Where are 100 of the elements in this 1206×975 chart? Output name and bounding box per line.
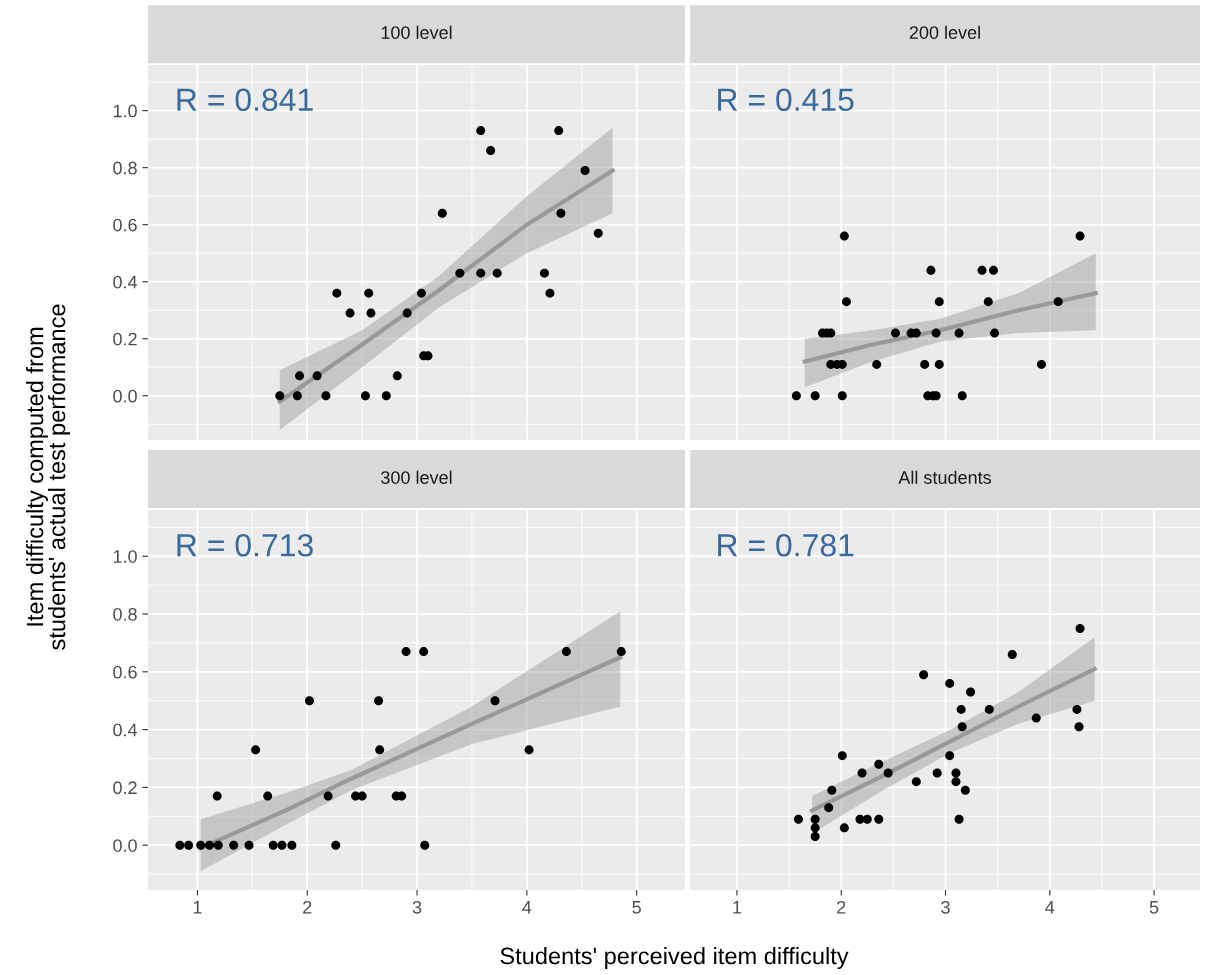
x-axis-title: Students' perceived item difficulty — [500, 946, 849, 970]
point — [545, 288, 555, 298]
point — [791, 391, 801, 401]
x-tick-label: 3 — [941, 900, 950, 914]
point — [492, 268, 502, 278]
point — [561, 647, 571, 657]
point — [331, 840, 341, 850]
point — [934, 359, 944, 369]
point — [312, 371, 322, 381]
chart-title: 300 level — [381, 470, 452, 484]
point — [883, 768, 893, 778]
point — [486, 146, 496, 156]
y-tick-label: 0.0 — [113, 389, 137, 403]
point — [827, 785, 837, 795]
point — [934, 297, 944, 307]
point — [616, 647, 626, 657]
point — [977, 265, 987, 275]
point — [374, 696, 384, 706]
point — [839, 231, 849, 241]
point — [539, 268, 549, 278]
point — [945, 678, 955, 688]
point — [951, 768, 961, 778]
y-axis-title: Item difficulty computed from students' actual test performance — [25, 304, 71, 650]
point — [957, 391, 967, 401]
point — [966, 687, 976, 697]
point — [277, 840, 287, 850]
point — [360, 391, 370, 401]
point — [911, 777, 921, 787]
point — [268, 840, 278, 850]
y-tick-label: 0.0 — [113, 839, 137, 852]
chart-title: 100 level — [381, 25, 452, 39]
point — [1074, 722, 1084, 732]
chart-title: All students — [898, 470, 992, 484]
y-tick-label: 0.6 — [113, 218, 137, 232]
point — [1072, 704, 1082, 714]
point — [205, 840, 214, 850]
point — [476, 268, 486, 278]
point — [839, 823, 849, 833]
point — [381, 391, 391, 401]
point — [890, 328, 900, 338]
y-tick-label: 0.8 — [113, 607, 137, 621]
point — [397, 791, 407, 801]
point — [287, 840, 297, 850]
point — [920, 359, 930, 369]
point — [292, 391, 302, 401]
point — [402, 308, 412, 318]
x-tick-label: 4 — [1045, 901, 1055, 914]
point — [931, 328, 941, 338]
point — [810, 832, 820, 842]
y-tick-label: 0.4 — [113, 275, 138, 289]
y-tick-label: 1.0 — [113, 550, 137, 563]
x-tick-label: 3 — [412, 900, 422, 914]
point — [960, 785, 970, 795]
point — [175, 840, 185, 850]
point — [419, 647, 429, 657]
point — [837, 391, 847, 401]
point — [1031, 713, 1041, 723]
annotation: R = 0.841 — [177, 88, 313, 112]
point — [196, 840, 206, 850]
point — [401, 647, 411, 657]
x-tick-label: 4 — [522, 901, 532, 914]
point — [1075, 231, 1085, 241]
y-tick-label: 0.8 — [113, 161, 137, 175]
point — [810, 814, 820, 824]
point — [1075, 623, 1085, 633]
point — [416, 288, 426, 298]
point — [304, 696, 314, 706]
point — [793, 814, 803, 824]
point — [524, 745, 534, 755]
point — [956, 704, 966, 714]
point — [593, 228, 603, 238]
point — [1007, 649, 1017, 659]
point — [824, 803, 834, 813]
y-tick-label: 0.2 — [113, 332, 137, 346]
point — [945, 751, 955, 761]
point — [184, 840, 194, 850]
point — [251, 745, 261, 755]
point — [954, 328, 964, 338]
point — [857, 768, 867, 778]
point — [1053, 297, 1063, 307]
x-tick-label: 2 — [303, 900, 312, 914]
annotation: R = 0.781 — [718, 533, 854, 557]
y-tick-label: 0.4 — [113, 723, 138, 737]
y-tick-label: 0.2 — [113, 781, 137, 795]
point — [244, 840, 254, 850]
point — [321, 391, 331, 401]
point — [213, 840, 223, 850]
point — [366, 308, 376, 318]
point — [392, 371, 402, 381]
point — [926, 265, 936, 275]
point — [295, 371, 305, 381]
point — [837, 751, 847, 761]
x-tick-label: 5 — [632, 901, 641, 914]
point — [332, 288, 342, 298]
x-tick-label: 1 — [193, 901, 202, 914]
point — [275, 391, 285, 401]
annotation: R = 0.713 — [177, 533, 313, 557]
point — [862, 814, 872, 824]
annotation: R = 0.415 — [718, 88, 854, 112]
point — [954, 814, 964, 824]
